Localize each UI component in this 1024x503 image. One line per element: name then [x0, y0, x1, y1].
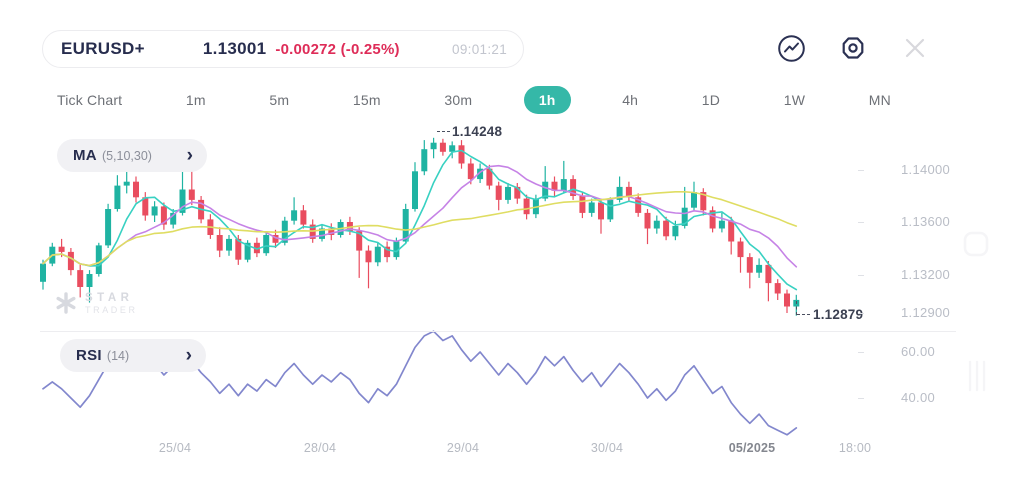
tab-1d[interactable]: 1D — [701, 92, 721, 108]
high-marker-dash — [437, 131, 450, 132]
tab-5m[interactable]: 5m — [269, 92, 290, 108]
ma-indicator-button[interactable]: MA (5,10,30) › — [57, 139, 207, 172]
current-price: 1.13001 — [202, 39, 267, 58]
price-axis-label: 1.14000 — [901, 162, 951, 177]
price-axis-label: 1.12900 — [901, 305, 951, 320]
price-axis-tick — [858, 313, 864, 314]
tab-4h[interactable]: 4h — [622, 92, 639, 108]
low-price-annotation: 1.12879 — [813, 307, 864, 322]
chevron-right-icon: › — [186, 145, 193, 166]
chevron-right-icon: › — [185, 345, 192, 366]
settings-icon[interactable] — [838, 33, 868, 63]
tab-mn[interactable]: MN — [868, 92, 891, 108]
time-axis-label: 29/04 — [446, 441, 480, 455]
time-axis-label: 30/04 — [590, 441, 624, 455]
price-axis-tick — [858, 170, 864, 171]
rsi-axis-label: 40.00 — [901, 390, 936, 405]
quote-time: 09:01:21 — [452, 41, 507, 57]
symbol-quote-pill[interactable]: EURUSD+ 1.13001 -0.00272 (-0.25%) 09:01:… — [42, 30, 524, 68]
tab-tick-chart[interactable]: Tick Chart — [57, 92, 123, 108]
tab-30m[interactable]: 30m — [444, 92, 473, 108]
watermark-line2: TRADER — [85, 304, 138, 315]
tab-1m[interactable]: 1m — [185, 92, 206, 108]
watermark-line1: STAR — [85, 291, 134, 304]
close-icon[interactable] — [900, 33, 930, 63]
symbol-name: EURUSD+ — [61, 39, 145, 58]
time-axis-label: 25/04 — [158, 441, 192, 455]
rsi-axis-label: 60.00 — [901, 344, 936, 359]
high-price-annotation: 1.14248 — [452, 124, 503, 139]
rsi-label: RSI — [76, 347, 102, 364]
expand-icon[interactable] — [961, 229, 991, 264]
sliders-icon[interactable] — [964, 356, 990, 401]
rsi-indicator-button[interactable]: RSI (14) › — [60, 339, 206, 372]
low-marker-dash — [797, 314, 810, 315]
header-actions — [776, 33, 930, 63]
rsi-params: (14) — [106, 348, 130, 363]
ma-label: MA — [73, 147, 97, 164]
time-axis-label: 18:00 — [838, 441, 872, 455]
low-marker-dash-vertical — [796, 301, 797, 315]
price-axis-label: 1.13200 — [901, 267, 951, 282]
ma-params: (5,10,30) — [101, 148, 152, 163]
rsi-axis-tick — [858, 398, 864, 399]
tab-15m[interactable]: 15m — [352, 92, 381, 108]
tab-1w[interactable]: 1W — [783, 92, 806, 108]
time-axis-label: 05/2025 — [728, 441, 776, 455]
tab-1h[interactable]: 1h — [523, 86, 571, 114]
indicator-icon[interactable] — [776, 33, 806, 63]
price-axis-tick — [858, 222, 864, 223]
watermark: STAR TRADER — [54, 291, 138, 315]
price-change: -0.00272 (-0.25%) — [275, 40, 400, 58]
price-axis-label: 1.13600 — [901, 214, 951, 229]
time-axis-label: 28/04 — [303, 441, 337, 455]
timeframe-tabs: Tick Chart 1m 5m 15m 30m 1h 4h 1D 1W MN — [45, 86, 903, 114]
rsi-axis-tick — [858, 352, 864, 353]
price-axis-tick — [858, 275, 864, 276]
star-logo-icon — [56, 292, 76, 314]
panel-divider — [40, 331, 956, 332]
